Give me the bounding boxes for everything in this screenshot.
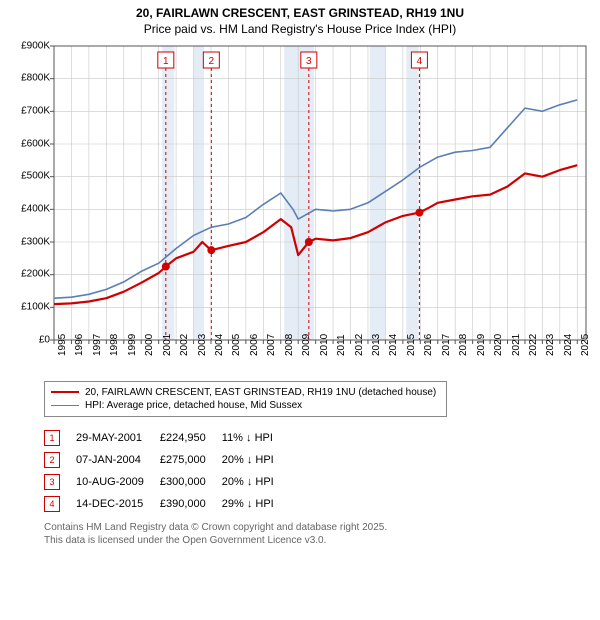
x-tick-label: 2020 <box>493 333 504 355</box>
x-tick-label: 2009 <box>301 333 312 355</box>
y-tick-label: £500K <box>21 171 50 182</box>
x-tick-label: 2007 <box>266 333 277 355</box>
y-tick-label: £700K <box>21 105 50 116</box>
x-tick-label: 2004 <box>214 333 225 355</box>
legend: 20, FAIRLAWN CRESCENT, EAST GRINSTEAD, R… <box>44 381 447 417</box>
transaction-price: £224,950 <box>160 427 222 449</box>
x-tick-label: 2022 <box>528 333 539 355</box>
transaction-marker: 4 <box>44 496 60 512</box>
legend-swatch <box>51 391 79 393</box>
x-tick-label: 2002 <box>179 333 190 355</box>
x-tick-label: 2017 <box>441 333 452 355</box>
legend-item: 20, FAIRLAWN CRESCENT, EAST GRINSTEAD, R… <box>51 386 436 399</box>
x-tick-label: 2025 <box>580 333 591 355</box>
y-tick-label: £200K <box>21 269 50 280</box>
x-tick-label: 2015 <box>406 333 417 355</box>
footer-line1: Contains HM Land Registry data © Crown c… <box>44 521 600 534</box>
x-tick-label: 2012 <box>354 333 365 355</box>
transaction-marker: 2 <box>44 452 60 468</box>
x-tick-label: 2016 <box>423 333 434 355</box>
x-tick-label: 2024 <box>563 333 574 355</box>
x-tick-label: 2008 <box>284 333 295 355</box>
transaction-row: 3 10-AUG-2009£300,00020% ↓ HPI <box>44 471 290 493</box>
x-tick-label: 2013 <box>371 333 382 355</box>
footer-line2: This data is licensed under the Open Gov… <box>44 534 600 547</box>
transaction-date: 07-JAN-2004 <box>76 449 160 471</box>
transaction-delta: 11% ↓ HPI <box>222 427 290 449</box>
footer-attribution: Contains HM Land Registry data © Crown c… <box>44 521 600 547</box>
transaction-marker: 3 <box>44 474 60 490</box>
transaction-marker: 1 <box>44 430 60 446</box>
transaction-delta: 20% ↓ HPI <box>222 449 290 471</box>
x-tick-label: 2014 <box>388 333 399 355</box>
x-tick-label: 2019 <box>476 333 487 355</box>
transaction-delta: 29% ↓ HPI <box>222 493 290 515</box>
transaction-price: £275,000 <box>160 449 222 471</box>
chart-container: 1 2 3 4 £0 £100K £200K £300K £400K £500K £600K £70… <box>10 40 590 375</box>
x-tick-label: 2005 <box>231 333 242 355</box>
y-tick-label: £0 <box>39 334 50 345</box>
x-tick-label: 2010 <box>319 333 330 355</box>
transactions-table: 1 29-MAY-2001£224,95011% ↓ HPI 2 07-JAN-200… <box>44 427 290 515</box>
transaction-price: £300,000 <box>160 471 222 493</box>
y-tick-label: £900K <box>21 40 50 51</box>
transaction-date: 29-MAY-2001 <box>76 427 160 449</box>
line-chart: 1 2 3 4 <box>10 40 590 370</box>
x-tick-label: 1996 <box>74 333 85 355</box>
x-tick-label: 1995 <box>57 333 68 355</box>
x-tick-label: 2023 <box>545 333 556 355</box>
chart-title-line2: Price paid vs. HM Land Registry's House … <box>0 22 600 40</box>
x-tick-label: 2018 <box>458 333 469 355</box>
svg-text:4: 4 <box>417 56 423 67</box>
transaction-row: 2 07-JAN-2004£275,00020% ↓ HPI <box>44 449 290 471</box>
y-tick-label: £300K <box>21 236 50 247</box>
svg-text:1: 1 <box>163 56 169 67</box>
transaction-date: 10-AUG-2009 <box>76 471 160 493</box>
y-tick-label: £800K <box>21 73 50 84</box>
transaction-date: 14-DEC-2015 <box>76 493 160 515</box>
y-tick-label: £100K <box>21 301 50 312</box>
svg-text:3: 3 <box>306 56 312 67</box>
transaction-delta: 20% ↓ HPI <box>222 471 290 493</box>
x-tick-label: 2000 <box>144 333 155 355</box>
x-tick-label: 2011 <box>336 334 347 356</box>
legend-label: HPI: Average price, detached house, Mid … <box>85 400 302 411</box>
x-tick-label: 2006 <box>249 333 260 355</box>
svg-text:2: 2 <box>209 56 215 67</box>
x-tick-label: 2001 <box>162 333 173 355</box>
x-tick-label: 1998 <box>109 333 120 355</box>
transaction-price: £390,000 <box>160 493 222 515</box>
x-tick-label: 1999 <box>127 333 138 355</box>
transaction-row: 4 14-DEC-2015£390,00029% ↓ HPI <box>44 493 290 515</box>
legend-item: HPI: Average price, detached house, Mid … <box>51 399 436 412</box>
y-tick-label: £400K <box>21 203 50 214</box>
legend-swatch <box>51 405 79 406</box>
x-tick-label: 1997 <box>92 333 103 355</box>
transaction-row: 1 29-MAY-2001£224,95011% ↓ HPI <box>44 427 290 449</box>
legend-label: 20, FAIRLAWN CRESCENT, EAST GRINSTEAD, R… <box>85 387 436 398</box>
x-tick-label: 2003 <box>197 333 208 355</box>
chart-title-line1: 20, FAIRLAWN CRESCENT, EAST GRINSTEAD, R… <box>0 0 600 22</box>
y-tick-label: £600K <box>21 138 50 149</box>
x-tick-label: 2021 <box>511 333 522 355</box>
